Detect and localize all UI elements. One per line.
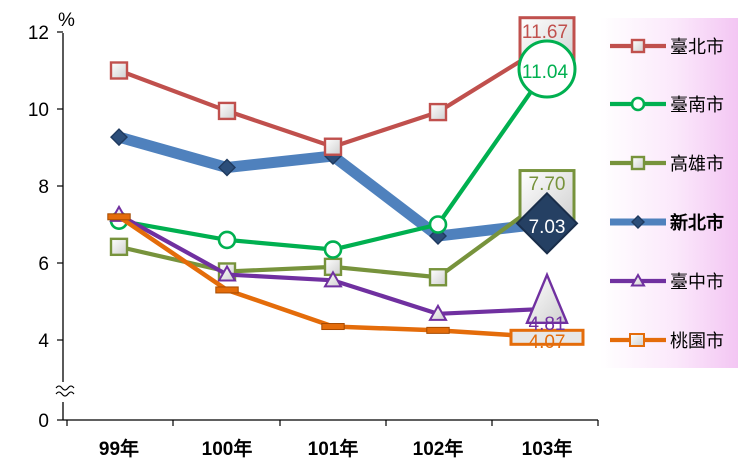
- data-label-桃園市: 4.07: [529, 332, 566, 353]
- marker-bar: [426, 326, 450, 334]
- y-tick-label: 10: [28, 100, 49, 121]
- legend-item: 臺南市: [610, 95, 724, 116]
- end-point-臺中市: [525, 271, 569, 325]
- marker-square: [109, 61, 129, 80]
- data-label-臺北市: 11.67: [522, 22, 568, 43]
- end-point-新北市: [515, 191, 579, 255]
- legend-marker: [629, 333, 645, 347]
- marker-bar: [321, 323, 345, 331]
- marker-triangle: [630, 272, 646, 287]
- marker-diamond: [110, 128, 128, 147]
- marker-square: [428, 102, 448, 122]
- x-tick-label: 100年: [202, 437, 253, 460]
- legend-label: 臺南市: [670, 95, 724, 116]
- axis-break-mark: [55, 385, 75, 397]
- data-label-臺中市: 4.81: [529, 314, 566, 335]
- legend-background: [600, 18, 738, 368]
- y-tick-label: 12: [28, 23, 49, 44]
- end-marker: [515, 191, 579, 255]
- end-marker: [517, 39, 577, 99]
- x-tick-label: 103年: [522, 437, 573, 460]
- y-axis-unit: %: [58, 10, 75, 31]
- y-tick-label: 0: [38, 411, 49, 432]
- x-tick-label: 102年: [413, 437, 464, 460]
- marker-triangle: [323, 270, 343, 288]
- series-layer: [107, 42, 553, 340]
- end-point-桃園市: [509, 328, 585, 346]
- marker-square: [630, 38, 646, 54]
- legend-label: 臺北市: [670, 37, 724, 58]
- series-臺北市: [109, 42, 550, 156]
- end-marker: [509, 328, 585, 346]
- y-tick-label: 6: [38, 254, 49, 275]
- marker-square: [323, 137, 343, 156]
- series-桃園市: [107, 213, 550, 340]
- legend-item: 高雄市: [610, 154, 724, 175]
- marker-square: [217, 101, 237, 121]
- marker-square: [109, 237, 129, 257]
- legend-label: 高雄市: [670, 154, 724, 175]
- x-tick-label: 99年: [99, 437, 139, 460]
- data-label-新北市: 7.03: [529, 217, 566, 238]
- x-tick-label: 101年: [308, 437, 359, 460]
- marker-circle: [428, 215, 448, 234]
- y-tick-label: 4: [38, 331, 49, 352]
- legend-label: 新北市: [670, 212, 724, 234]
- legend-item: 桃園市: [610, 331, 724, 352]
- marker-circle: [323, 240, 343, 259]
- marker-square: [428, 268, 448, 287]
- legend-label: 桃園市: [670, 331, 724, 352]
- marker-square: [630, 155, 646, 171]
- marker-triangle: [217, 264, 237, 282]
- legend-item: 臺北市: [610, 37, 724, 58]
- marker-bar: [107, 213, 131, 221]
- legend-item: 新北市: [610, 212, 724, 234]
- marker-triangle: [428, 303, 448, 321]
- data-label-臺南市: 11.04: [522, 62, 569, 83]
- axes: 0 4 6 8 10 12 99年 100年 101年 102年 103年: [28, 23, 599, 460]
- y-tick-label: 8: [38, 177, 49, 198]
- marker-diamond: [218, 158, 236, 177]
- end-marker: [525, 271, 569, 325]
- legend-label: 臺中市: [670, 272, 724, 293]
- marker-circle: [217, 230, 237, 250]
- series-line: [116, 42, 550, 149]
- marker-diamond: [631, 215, 645, 229]
- data-label-高雄市: 7.70: [529, 174, 566, 195]
- end-point-臺南市: [517, 39, 577, 99]
- data-labels: 11.67 11.04 7.70 7.03 4.814.07: [509, 16, 585, 353]
- legend-item: 臺中市: [610, 272, 724, 293]
- marker-circle: [630, 96, 646, 112]
- marker-bar: [215, 286, 239, 294]
